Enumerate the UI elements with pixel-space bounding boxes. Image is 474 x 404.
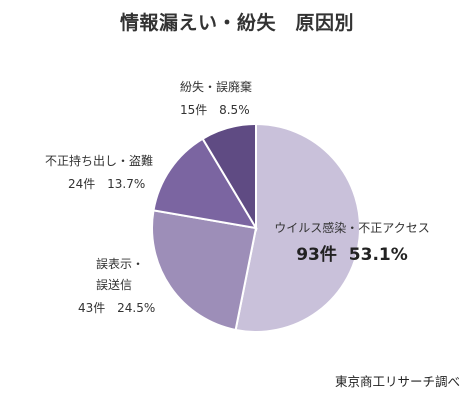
slice-label-loss-name: 紛失・誤廃棄 xyxy=(180,79,252,94)
slice-label-theft-percent: 13.7% xyxy=(107,177,145,191)
pie-slice-theft xyxy=(152,137,258,230)
slice-label-misdisplay-count: 43件 xyxy=(78,301,105,315)
slice-label-virus-count: 93件 xyxy=(296,244,337,265)
slice-label-misdisplay-name-line2: 誤送信 xyxy=(96,277,132,292)
slice-label-virus-value: 93件 53.1% xyxy=(296,244,408,265)
slice-label-theft-count: 24件 xyxy=(68,177,95,191)
slice-label-loss-count: 15件 xyxy=(180,103,207,117)
pie-slice-loss xyxy=(201,122,257,232)
slice-label-theft-name: 不正持ち出し・盗難 xyxy=(45,153,153,168)
slice-label-virus-name: ウイルス感染・不正アクセス xyxy=(274,220,429,235)
slice-label-misdisplay-name-line1: 誤表示・ xyxy=(96,256,144,271)
slice-label-virus-percent: 53.1% xyxy=(349,245,408,265)
pie-slices xyxy=(151,122,361,333)
pie-slice-virus xyxy=(234,122,361,333)
slice-label-misdisplay-value: 43件 24.5% xyxy=(78,301,155,315)
pie-slice-misdisplay xyxy=(151,209,258,332)
source-note: 東京商工リサーチ調べ xyxy=(334,374,460,389)
chart-title: 情報漏えい・紛失 原因別 xyxy=(119,12,354,34)
slice-label-loss-value: 15件 8.5% xyxy=(180,103,250,117)
slice-label-theft-value: 24件 13.7% xyxy=(68,177,145,191)
slice-label-misdisplay-percent: 24.5% xyxy=(117,301,155,315)
slice-label-loss-percent: 8.5% xyxy=(219,103,250,117)
